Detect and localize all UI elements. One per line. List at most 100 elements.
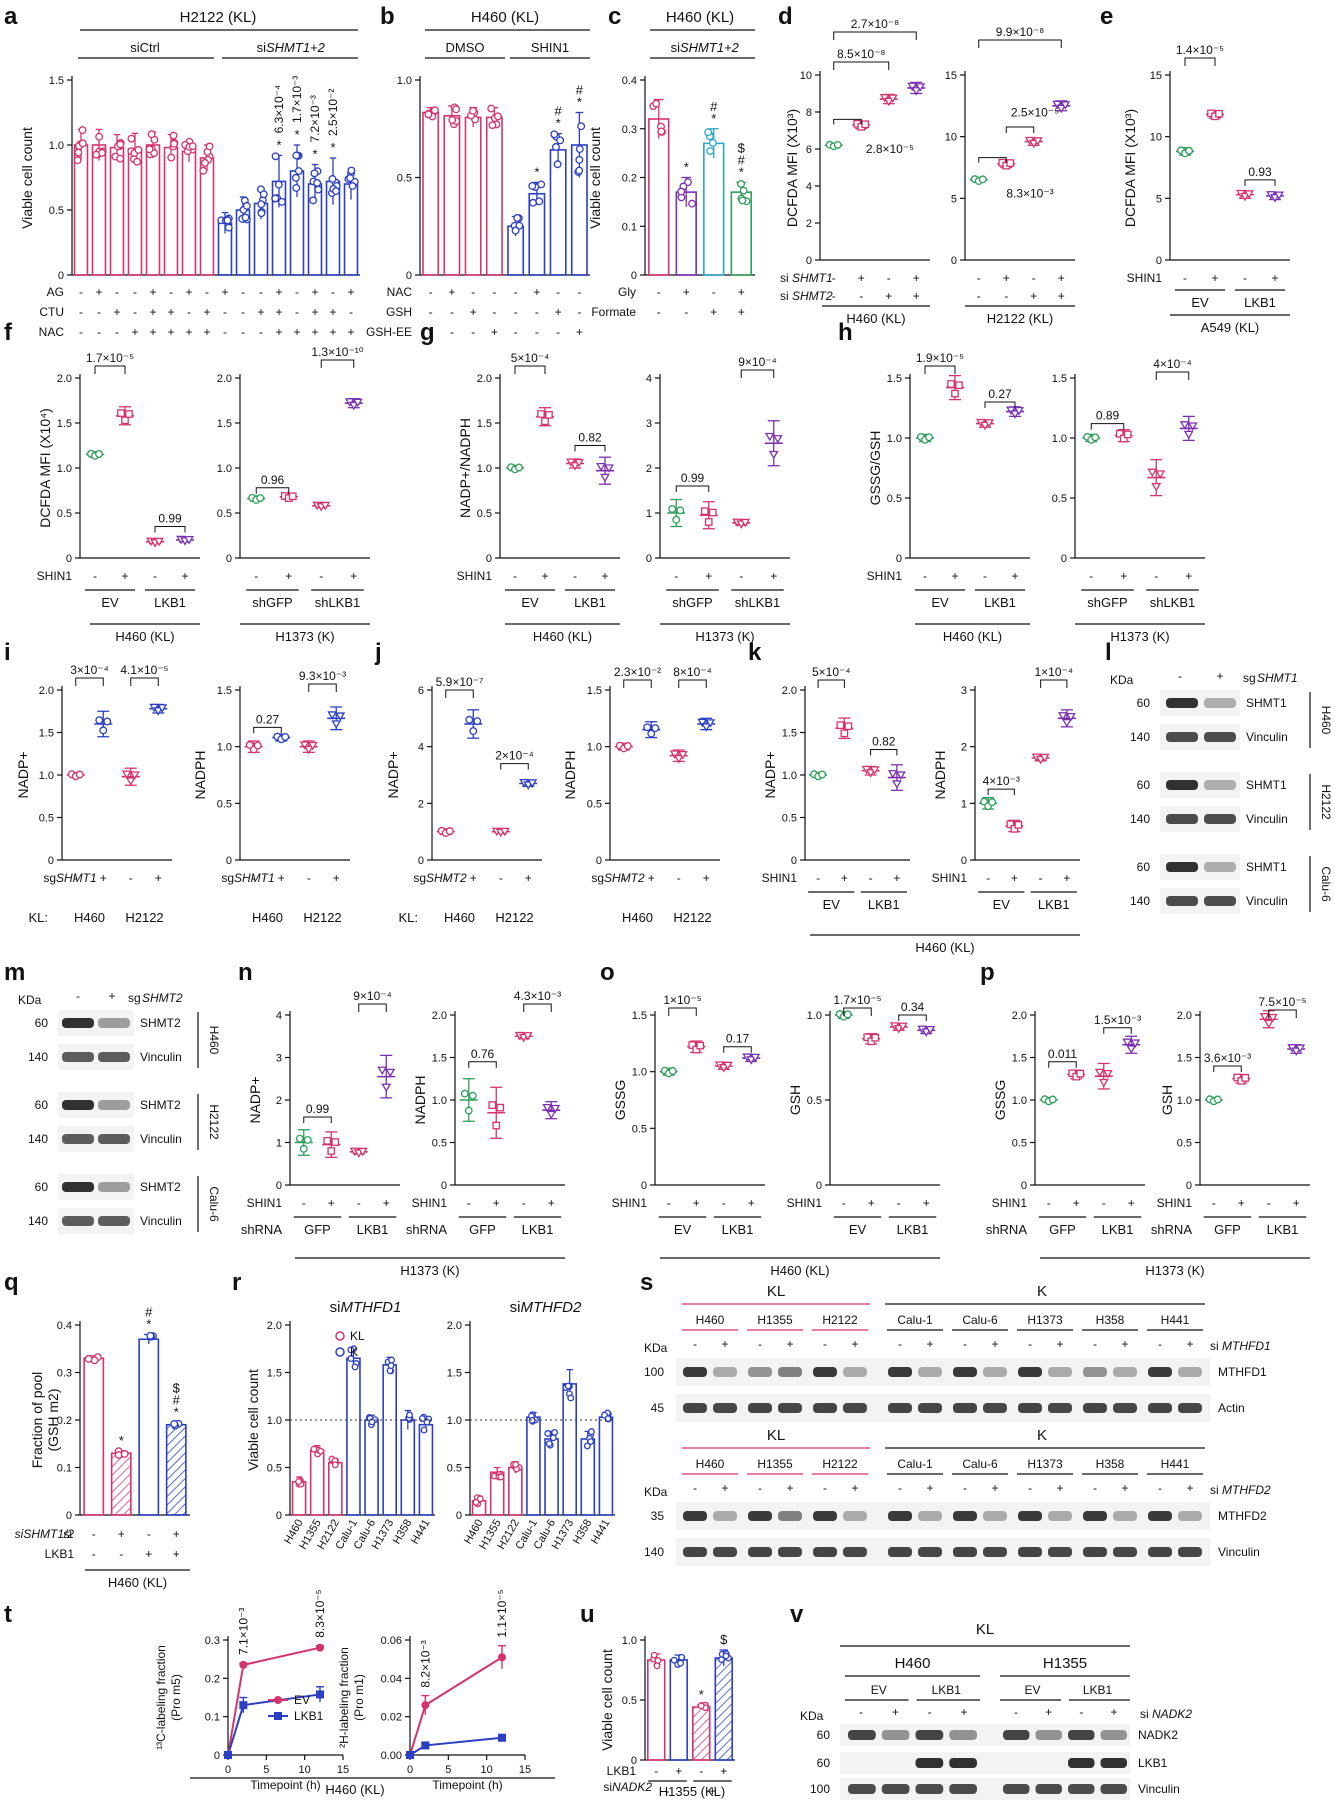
condition-label: SHMT2 bbox=[792, 289, 833, 303]
blot-band bbox=[98, 1100, 130, 1110]
data-point bbox=[346, 174, 355, 182]
condition-sign: + bbox=[470, 871, 477, 885]
significance-bracket bbox=[1244, 179, 1276, 186]
condition-sign: + bbox=[311, 285, 318, 299]
legend-label: KL bbox=[350, 1329, 365, 1343]
condition-sign: - bbox=[471, 325, 475, 339]
condition-label: SHIN1 bbox=[247, 1196, 283, 1210]
legend-marker bbox=[335, 1331, 345, 1341]
condition-sign: + bbox=[1120, 569, 1127, 583]
data-point bbox=[1123, 430, 1132, 439]
condition-sign: + bbox=[149, 325, 156, 339]
treatment-label: si bbox=[1210, 1483, 1219, 1497]
blot-band bbox=[848, 1730, 876, 1740]
blot-band bbox=[1204, 780, 1236, 790]
cell-line-label: H1373 bbox=[1027, 1457, 1063, 1471]
cell-line-label: H460 bbox=[207, 1026, 221, 1055]
y-tick-label: 10 bbox=[945, 132, 957, 144]
significance-bracket bbox=[623, 679, 652, 688]
data-point bbox=[1147, 468, 1158, 478]
blot-band bbox=[983, 1547, 1007, 1557]
data-point bbox=[1098, 1078, 1109, 1088]
condition-sign: - bbox=[492, 305, 496, 319]
y-tick-label: 1.0 bbox=[1177, 1095, 1192, 1107]
y-axis-label: GSSG bbox=[992, 1080, 1008, 1120]
blot-band bbox=[683, 1547, 707, 1557]
data-point bbox=[294, 167, 303, 176]
protein-label: SHMT1 bbox=[1246, 696, 1287, 710]
group-label: H1373 (K) bbox=[1110, 629, 1169, 644]
condition-label: LKB1 bbox=[45, 1547, 75, 1561]
y-tick-label: 1 bbox=[646, 508, 652, 520]
condition-sign: - bbox=[577, 285, 581, 299]
y-axis-label: NADPH bbox=[932, 750, 948, 799]
cell-line-label: H1373 bbox=[1027, 1313, 1063, 1327]
treatment-label: SHMT2 bbox=[142, 991, 183, 1005]
group-label: LKB1 bbox=[357, 1222, 389, 1237]
data-point bbox=[259, 190, 268, 199]
condition-sign: + bbox=[491, 325, 498, 339]
condition-label: SHIN1 bbox=[1127, 271, 1163, 285]
chart-p2: 0 0.5 1.0 1.5 2.0 SHIN1 - + - + shRNA GFP LKB1 3.6×10… bbox=[1151, 995, 1310, 1237]
chart-title: MTHFD1 bbox=[341, 1299, 402, 1316]
lane-sign: + bbox=[991, 1481, 998, 1495]
condition-sign: - bbox=[450, 325, 454, 339]
condition-sign: - bbox=[722, 1196, 726, 1210]
data-point bbox=[887, 94, 898, 104]
data-point bbox=[955, 381, 963, 390]
condition-sign: - bbox=[79, 325, 83, 339]
data-point bbox=[978, 175, 987, 184]
mw-label: 60 bbox=[1137, 696, 1151, 710]
blot-band bbox=[98, 1052, 130, 1062]
sub-label: LKB1 bbox=[932, 1683, 962, 1697]
cell-line-label: H2122 bbox=[673, 910, 711, 925]
bar bbox=[199, 157, 215, 276]
data-point bbox=[430, 106, 439, 115]
condition-sign: - bbox=[897, 1196, 901, 1210]
p-value: 8.3×10⁻⁵ bbox=[313, 1589, 327, 1637]
significance-bracket bbox=[817, 679, 845, 688]
group-label: EV bbox=[849, 1222, 867, 1237]
k-header: K bbox=[1037, 1427, 1047, 1444]
condition-sign: - bbox=[712, 285, 716, 299]
y-tick-label: 0.02 bbox=[381, 1712, 402, 1724]
condition-sign: - bbox=[331, 285, 335, 299]
condition-sign: - bbox=[816, 871, 820, 885]
data-point bbox=[327, 711, 338, 720]
condition-sign: - bbox=[556, 285, 560, 299]
data-point bbox=[951, 389, 959, 398]
data-point bbox=[201, 158, 209, 167]
data-point bbox=[147, 130, 156, 139]
data-point bbox=[1213, 1095, 1222, 1104]
condition-label: NAC bbox=[387, 285, 413, 299]
lane-sign: - bbox=[928, 1705, 932, 1719]
condition-label: GSH bbox=[386, 305, 412, 319]
data-point bbox=[146, 1331, 155, 1340]
group-label: LKB1 bbox=[722, 1222, 754, 1237]
data-point bbox=[116, 140, 125, 149]
blot-band bbox=[1003, 1784, 1030, 1794]
condition-sign: - bbox=[79, 285, 83, 299]
cell-line-label: Calu-6 bbox=[1319, 866, 1333, 902]
y-axis-label: (Pro m1) bbox=[352, 1674, 366, 1721]
condition-sign: + bbox=[347, 285, 354, 299]
significance-bracket bbox=[154, 526, 186, 533]
panel-label: i bbox=[4, 639, 11, 666]
condition-sign: + bbox=[1058, 271, 1065, 285]
y-tick-label: 0.1 bbox=[57, 1463, 72, 1475]
condition-label: NAC bbox=[39, 325, 65, 339]
data-point bbox=[256, 494, 265, 503]
data-point bbox=[299, 741, 310, 750]
p-value: 0.011 bbox=[1048, 1047, 1077, 1061]
data-point bbox=[424, 110, 433, 119]
significance-bracket bbox=[1155, 371, 1190, 380]
condition-sign: - bbox=[92, 1547, 96, 1561]
y-tick-label: 2 bbox=[646, 463, 652, 475]
condition-sign: - bbox=[79, 305, 83, 319]
protein-label: SHMT1 bbox=[1246, 860, 1287, 874]
y-tick-label: 1.5 bbox=[632, 1010, 647, 1022]
group-label: SHMT1+2 bbox=[680, 40, 740, 55]
panel-label: g bbox=[420, 319, 435, 346]
group-label: H1373 (K) bbox=[1145, 1263, 1204, 1278]
bar bbox=[544, 1438, 559, 1516]
